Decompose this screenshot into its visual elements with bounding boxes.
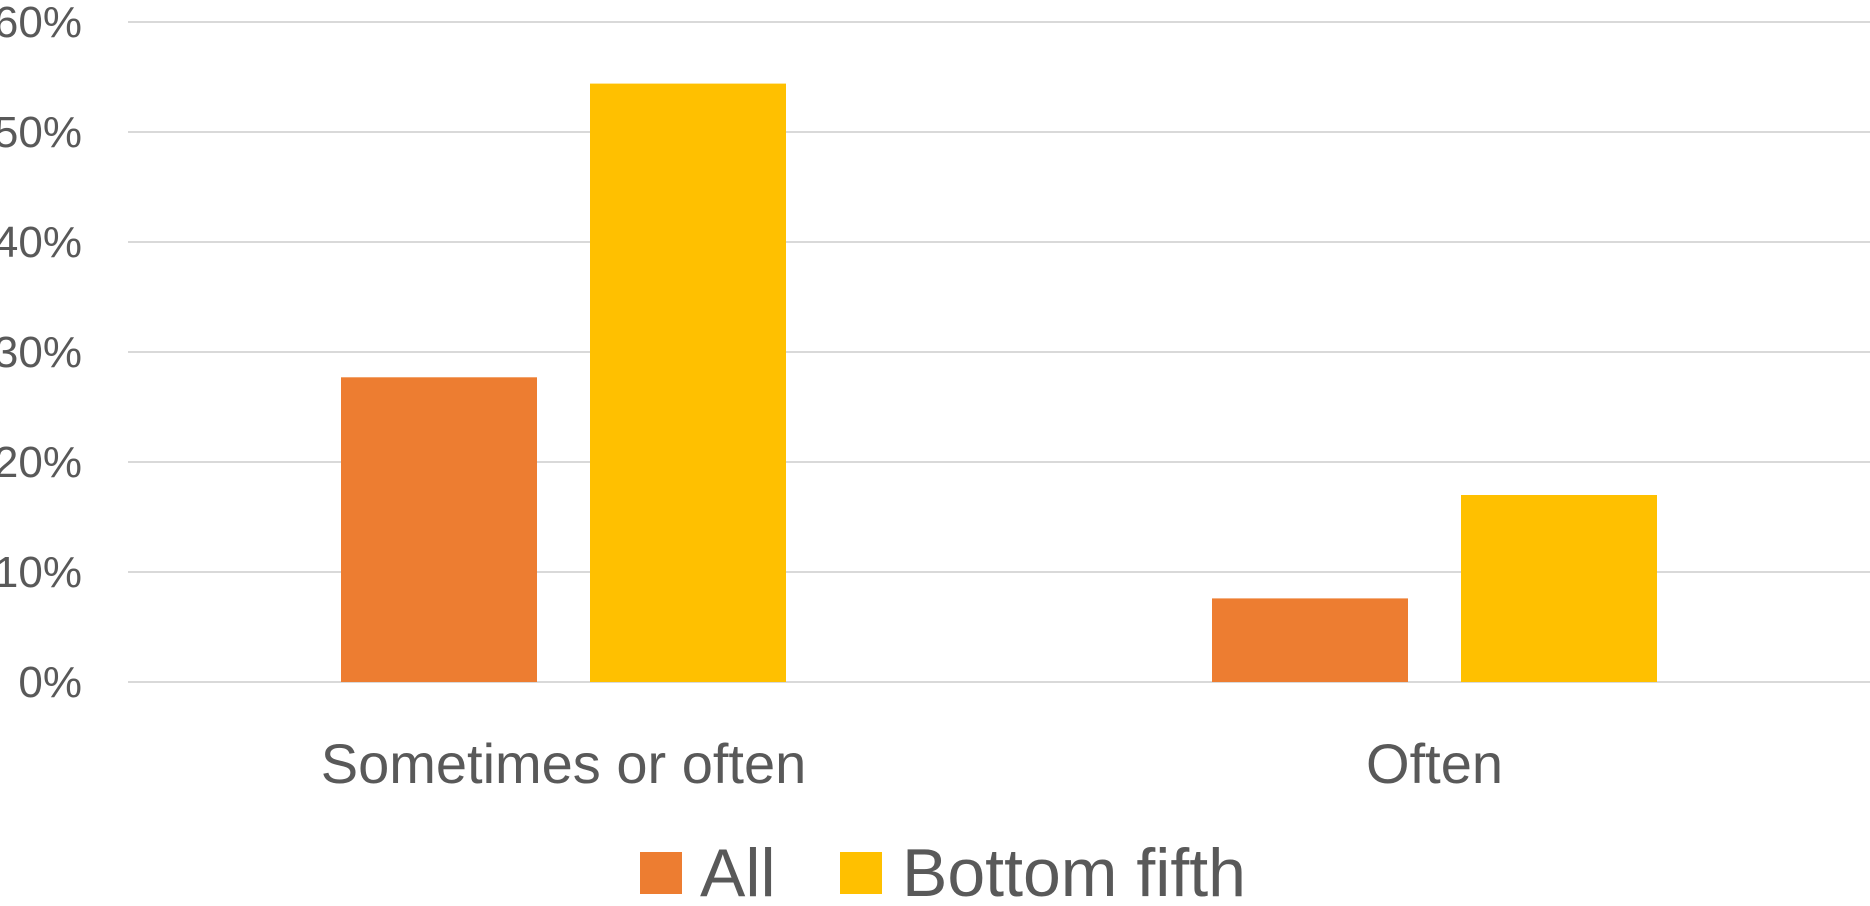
y-tick-label: 20% (0, 438, 82, 487)
y-tick-label: 50% (0, 108, 82, 157)
y-tick-label: 60% (0, 0, 82, 47)
bar-bottom-fifth-0 (590, 83, 786, 683)
legend-label-bottom-fifth: Bottom fifth (902, 835, 1246, 901)
legend-label-all: All (700, 835, 776, 901)
x-axis-category-labels: Sometimes or often Often (321, 732, 1503, 795)
bar-all-1 (1212, 598, 1408, 682)
legend-swatch-bottom-fifth (840, 852, 882, 894)
y-tick-label: 0% (18, 658, 82, 707)
x-category-label: Sometimes or often (321, 732, 807, 795)
bars (341, 83, 1657, 683)
bar-bottom-fifth-1 (1461, 495, 1657, 682)
legend-swatch-all (640, 852, 682, 894)
bar-all-0 (341, 377, 537, 682)
x-category-label: Often (1366, 732, 1503, 795)
y-tick-label: 10% (0, 548, 82, 597)
y-axis-tick-labels: 0% 10% 20% 30% 40% 50% 60% (0, 0, 82, 707)
y-tick-label: 40% (0, 218, 82, 267)
y-tick-label: 30% (0, 328, 82, 377)
legend: All Bottom fifth (640, 835, 1246, 906)
